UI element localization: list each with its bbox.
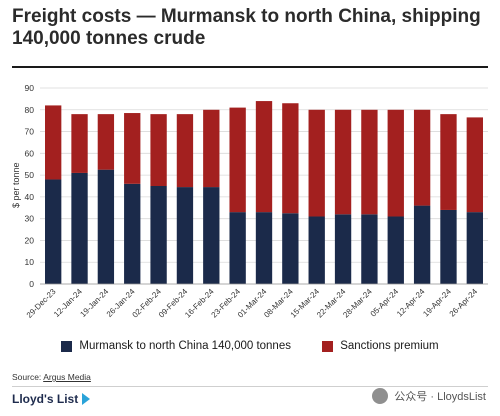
bar-murmansk (334, 214, 352, 284)
bar-sanctions-premium (124, 113, 141, 184)
bar-sanctions-premium (440, 114, 457, 210)
bar-murmansk (466, 212, 483, 284)
bar-murmansk (71, 172, 88, 284)
x-tick-label: 26-Apr-24 (448, 287, 480, 319)
y-tick-label: 80 (25, 105, 35, 115)
bar-murmansk (413, 205, 431, 284)
bar-murmansk (124, 183, 141, 284)
title-rule (12, 66, 488, 68)
bar-sanctions-premium (176, 114, 194, 188)
bar-murmansk (308, 216, 325, 284)
bar-sanctions-premium (71, 114, 88, 173)
y-tick-label: 90 (25, 83, 35, 93)
bar-murmansk (97, 169, 115, 284)
x-tick-label: 29-Dec-23 (25, 287, 58, 320)
stacked-bar-chart: 010203040506070809029-Dec-2312-Jan-2419-… (25, 83, 488, 320)
bar-sanctions-premium (203, 109, 220, 188)
source-label: Source: (12, 372, 44, 382)
y-tick-label: 40 (25, 192, 35, 202)
y-tick-label: 60 (25, 148, 35, 158)
bar-sanctions-premium (308, 109, 325, 217)
legend-label-murmansk: Murmansk to north China 140,000 tonnes (79, 340, 291, 352)
bar-sanctions-premium (150, 114, 167, 186)
bar-sanctions-premium (255, 101, 273, 213)
footer-rule (12, 386, 488, 387)
bar-murmansk (440, 209, 457, 284)
brand-logo: Lloyd's List (12, 392, 91, 406)
wechat-icon (372, 388, 389, 404)
watermark-text: 公众号 · LloydsList (394, 391, 486, 403)
watermark: 公众号 · LloydsList (372, 388, 486, 404)
legend-label-sanctions: Sanctions premium (340, 340, 439, 352)
source-link[interactable]: Argus Media (43, 372, 91, 382)
bar-murmansk (45, 179, 62, 284)
y-tick-label: 50 (25, 170, 35, 180)
bar-sanctions-premium (361, 109, 378, 215)
y-tick-label: 70 (25, 127, 35, 137)
bar-murmansk (255, 212, 273, 284)
bar-murmansk (387, 216, 404, 284)
brand-arrow-icon (82, 393, 91, 405)
brand-name: Lloyd's List (12, 392, 79, 406)
legend: Murmansk to north China 140,000 tonnes S… (0, 340, 500, 355)
bar-murmansk (203, 187, 220, 284)
bar-sanctions-premium (97, 114, 115, 170)
bar-murmansk (282, 213, 299, 284)
bar-sanctions-premium (282, 103, 299, 214)
bar-murmansk (361, 214, 378, 284)
bar-sanctions-premium (229, 107, 246, 213)
x-tick-label: 28-Mar-24 (341, 287, 374, 320)
legend-swatch-sanctions (322, 340, 334, 352)
chart-title: Freight costs — Murmansk to north China,… (12, 6, 481, 49)
legend-item-sanctions: Sanctions premium (322, 340, 439, 352)
bar-sanctions-premium (45, 105, 62, 180)
legend-item-murmansk: Murmansk to north China 140,000 tonnes (61, 340, 291, 352)
bar-sanctions-premium (334, 109, 352, 215)
y-tick-label: 30 (25, 214, 35, 224)
bar-sanctions-premium (466, 117, 483, 213)
y-tick-label: 20 (25, 235, 35, 245)
y-tick-label: 0 (29, 279, 34, 289)
bar-murmansk (150, 186, 167, 284)
source-note: Source: Argus Media (12, 372, 91, 382)
y-tick-label: 10 (25, 257, 35, 267)
bar-sanctions-premium (387, 109, 404, 217)
legend-swatch-murmansk (61, 340, 73, 352)
bar-sanctions-premium (413, 109, 431, 206)
bar-murmansk (176, 187, 194, 284)
bar-murmansk (229, 212, 246, 284)
